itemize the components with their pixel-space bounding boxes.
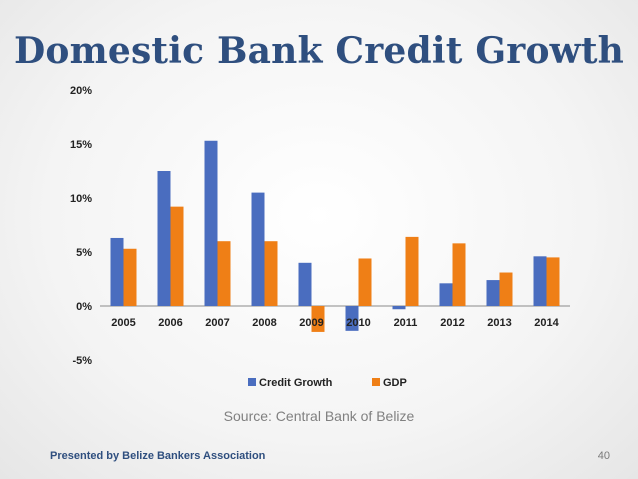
x-tick-label: 2005 [111, 317, 135, 329]
x-tick-label: 2006 [158, 317, 182, 329]
bar-gdp-2010 [358, 258, 372, 306]
legend-swatch-credit-growth [248, 378, 256, 386]
presenter-footer: Presented by Belize Bankers Association [50, 450, 266, 462]
bar-gdp-2006 [170, 206, 184, 306]
x-tick-label: 2007 [205, 317, 229, 329]
page-number: 40 [597, 450, 610, 462]
bar-credit-growth-2011 [392, 306, 406, 310]
bar-credit-growth-2005 [110, 237, 124, 306]
y-tick-label: 20% [70, 85, 92, 97]
x-tick-label: 2011 [394, 317, 418, 329]
bar-credit-growth-2010 [345, 306, 359, 331]
y-tick-label: 0% [76, 301, 92, 313]
bar-gdp-2007 [217, 241, 231, 306]
source-note: Source: Central Bank of Belize [223, 408, 415, 424]
bar-gdp-2008 [264, 241, 278, 306]
legend-swatch-gdp [372, 378, 380, 386]
x-tick-label: 2014 [534, 317, 559, 329]
bar-gdp-2013 [499, 272, 513, 306]
bar-credit-growth-2009 [298, 262, 312, 306]
x-tick-label: 2013 [487, 317, 511, 329]
bar-gdp-2012 [452, 243, 466, 306]
x-tick-label: 2010 [346, 317, 370, 329]
x-tick-label: 2009 [299, 317, 323, 329]
bar-credit-growth-2008 [251, 192, 265, 306]
bar-gdp-2009 [311, 306, 325, 332]
bar-gdp-2005 [123, 248, 137, 306]
y-tick-label: -5% [72, 355, 92, 367]
y-tick-label: 10% [70, 193, 92, 205]
y-tick-label: 15% [70, 139, 92, 151]
bar-credit-growth-2006 [157, 171, 171, 306]
slide-title: Domestic Bank Credit Growth [13, 30, 625, 72]
x-tick-label: 2012 [440, 317, 464, 329]
legend-label-gdp: GDP [383, 377, 407, 389]
x-tick-label: 2008 [252, 317, 276, 329]
legend-label-credit-growth: Credit Growth [259, 377, 333, 389]
y-tick-label: 5% [76, 247, 92, 259]
bar-credit-growth-2013 [486, 280, 500, 306]
bar-credit-growth-2012 [439, 283, 453, 306]
bar-credit-growth-2014 [533, 256, 547, 306]
bar-gdp-2014 [546, 257, 560, 306]
bar-gdp-2011 [405, 236, 419, 306]
bar-credit-growth-2007 [204, 140, 218, 306]
